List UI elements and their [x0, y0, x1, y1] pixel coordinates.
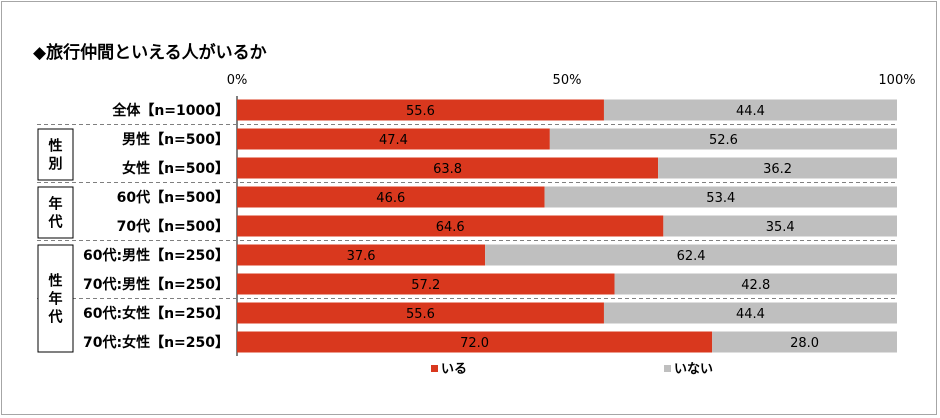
data-label: 28.0 — [790, 336, 819, 351]
data-label: 42.8 — [741, 278, 770, 293]
row-label: 70代:女性【n=250】 — [83, 334, 229, 351]
bar-segment — [549, 128, 897, 150]
data-label: 36.2 — [763, 162, 792, 177]
row-label: 60代:女性【n=250】 — [83, 305, 229, 322]
bar-segment — [237, 186, 545, 208]
bar-segment — [485, 244, 897, 266]
group-label-char: 年 — [49, 196, 63, 213]
legend-label: いない — [674, 362, 713, 377]
row-label: 70代【n=500】 — [117, 218, 229, 235]
data-label: 55.6 — [406, 104, 435, 119]
bar-segment — [237, 128, 550, 150]
data-label: 64.6 — [436, 220, 465, 235]
bar-segment — [614, 273, 897, 295]
chart-title: ◆旅行仲間といえる人がいるか — [33, 43, 267, 63]
x-tick-label: 50% — [553, 73, 582, 88]
bar-segment — [237, 302, 604, 324]
legend-swatch — [431, 365, 438, 372]
group-label-char: 性 — [49, 273, 63, 290]
bar-segment — [658, 157, 897, 179]
group-box — [37, 244, 74, 353]
bar-segment — [237, 157, 659, 179]
data-label: 44.4 — [736, 104, 765, 119]
bar-segment — [237, 99, 604, 121]
bar-segment — [603, 302, 897, 324]
data-label: 55.6 — [406, 307, 435, 322]
group-label-char: 別 — [48, 157, 63, 173]
row-label: 全体【n=1000】 — [111, 102, 229, 119]
row-label: 70代:男性【n=250】 — [83, 276, 229, 293]
data-label: 47.4 — [379, 133, 408, 148]
group-label-char: 性 — [49, 138, 63, 155]
x-tick-label: 100% — [878, 73, 915, 88]
data-label: 35.4 — [766, 220, 795, 235]
data-label: 63.8 — [433, 162, 462, 177]
data-label: 72.0 — [460, 336, 489, 351]
group-label-char: 代 — [48, 309, 63, 326]
bar-segment — [237, 331, 713, 353]
data-label: 46.6 — [376, 191, 405, 206]
data-label: 57.2 — [411, 278, 440, 293]
row-label: 60代:男性【n=250】 — [83, 247, 229, 264]
group-box — [37, 128, 74, 181]
group-label-char: 代 — [48, 214, 63, 231]
data-label: 62.4 — [677, 249, 706, 264]
data-label: 53.4 — [706, 191, 735, 206]
bar-segment — [712, 331, 897, 353]
bar-segment — [544, 186, 897, 208]
bar-segment — [603, 99, 897, 121]
row-label: 男性【n=500】 — [122, 131, 229, 148]
data-label: 37.6 — [347, 249, 376, 264]
row-label: 60代【n=500】 — [117, 189, 229, 206]
legend-swatch — [664, 365, 671, 372]
bar-segment — [237, 273, 615, 295]
x-tick-label: 0% — [227, 73, 248, 88]
legend-label: いる — [441, 362, 467, 377]
data-label: 44.4 — [736, 307, 765, 322]
group-label-char: 年 — [49, 291, 63, 308]
group-box — [37, 186, 74, 239]
data-label: 52.6 — [709, 133, 738, 148]
row-label: 女性【n=500】 — [122, 160, 229, 177]
bar-segment — [237, 215, 664, 237]
bar-segment — [663, 215, 897, 237]
bar-segment — [237, 244, 486, 266]
